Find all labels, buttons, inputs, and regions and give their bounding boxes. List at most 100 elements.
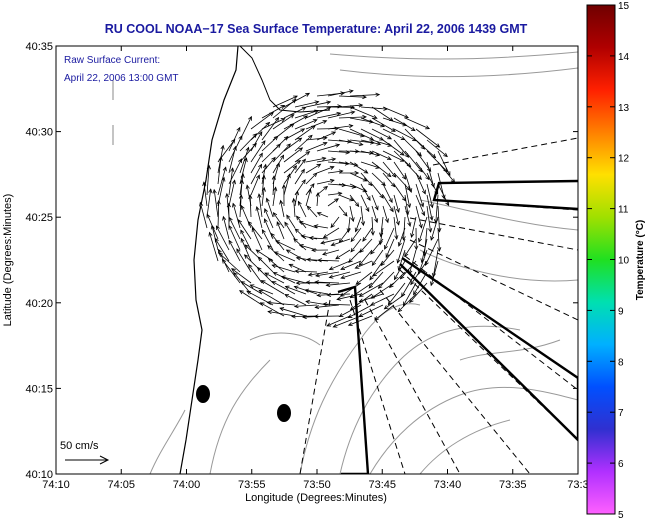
current-vector [294,135,313,152]
current-vector [370,293,395,306]
current-vector-head [370,301,375,306]
contour-line [459,339,561,361]
current-vector [393,161,406,180]
current-vector [398,249,406,271]
current-vector-head [340,91,346,96]
current-vector-head [266,300,272,305]
current-vector [239,290,263,306]
current-vector-head [400,136,406,140]
current-vector [372,260,395,277]
current-vector [239,158,247,185]
current-vector [426,172,439,195]
current-vector [222,259,241,284]
current-vector [382,106,409,119]
current-vector [251,227,263,251]
colorbar-label: Temperature (°C) [635,220,646,301]
current-vector-head [393,275,398,281]
current-vector-head [286,143,291,148]
current-vector-head [322,234,328,239]
current-vector [400,260,417,280]
current-vector [305,157,326,163]
current-vector [261,175,265,196]
current-vector-head [321,156,327,161]
current-vector-head [272,212,278,217]
current-vector-head [255,249,261,254]
current-vector-head [298,147,304,152]
current-vector [294,119,317,130]
current-vector-head [284,221,289,227]
current-vector [240,281,263,295]
current-vector-head [362,188,368,193]
current-vector [329,271,351,278]
current-vector [349,94,380,97]
current-vector-head [257,256,263,262]
current-vector [240,229,252,251]
current-vector [384,293,406,310]
current-vector [280,200,285,218]
current-vector [216,225,230,251]
current-vector [275,240,296,251]
current-vector [418,249,428,275]
figure-title: RU COOL NOAA−17 Sea Surface Temperature:… [105,22,528,36]
current-vector-head [365,207,370,213]
current-vector-head [340,275,346,280]
current-vector [360,161,380,169]
current-vector [264,208,274,229]
current-vector-head [228,224,233,230]
current-vector-head [258,289,264,294]
current-vector [371,161,392,177]
current-vector-head [406,203,412,209]
current-vector-head [366,196,371,201]
current-vector-head [222,215,227,221]
current-vector [250,153,263,174]
current-vector-head [231,268,236,273]
current-vector-head [315,192,320,197]
current-vector [326,282,351,286]
current-vector [217,156,222,185]
current-vector-head [280,275,286,280]
current-vector-head [369,136,375,141]
current-vector [283,106,306,119]
current-vector [274,251,296,262]
current-vector [327,150,350,154]
current-vector [305,107,331,119]
current-vector [430,216,439,241]
current-vector-head [421,189,426,195]
current-vector [349,106,378,119]
current-vector [305,142,327,152]
current-vector [250,122,270,141]
x-tick-label: 74:05 [107,479,135,491]
current-vector [394,260,406,280]
current-vector [272,281,296,295]
current-vector-head [297,200,302,206]
current-vector [338,128,365,137]
current-vector-head [379,193,384,199]
current-vector-head [271,175,276,180]
current-vector [425,238,439,266]
current-vector-head [386,172,392,178]
current-vector-head [252,142,257,148]
current-vector-head [408,269,413,275]
current-vector-head [404,114,409,119]
current-vector-head [362,237,367,242]
contour-line [249,332,321,346]
y-tick-label: 40:35 [25,41,53,53]
current-vector-head [325,282,331,288]
current-vector-head [350,110,356,115]
current-vector [199,202,208,229]
current-vector-head [272,272,278,276]
current-vector-head [265,197,270,203]
current-vector [389,271,406,288]
current-vector [393,205,400,225]
current-vector-head [322,141,328,146]
current-vector [240,205,252,229]
current-vector [404,194,409,215]
current-vector [279,307,307,317]
current-vector [261,164,267,185]
current-vector-head [336,296,342,301]
current-vector [218,252,241,273]
current-vector [217,200,220,229]
current-vector-head [394,235,399,240]
current-vector-head [240,237,245,243]
current-vector [214,238,230,262]
